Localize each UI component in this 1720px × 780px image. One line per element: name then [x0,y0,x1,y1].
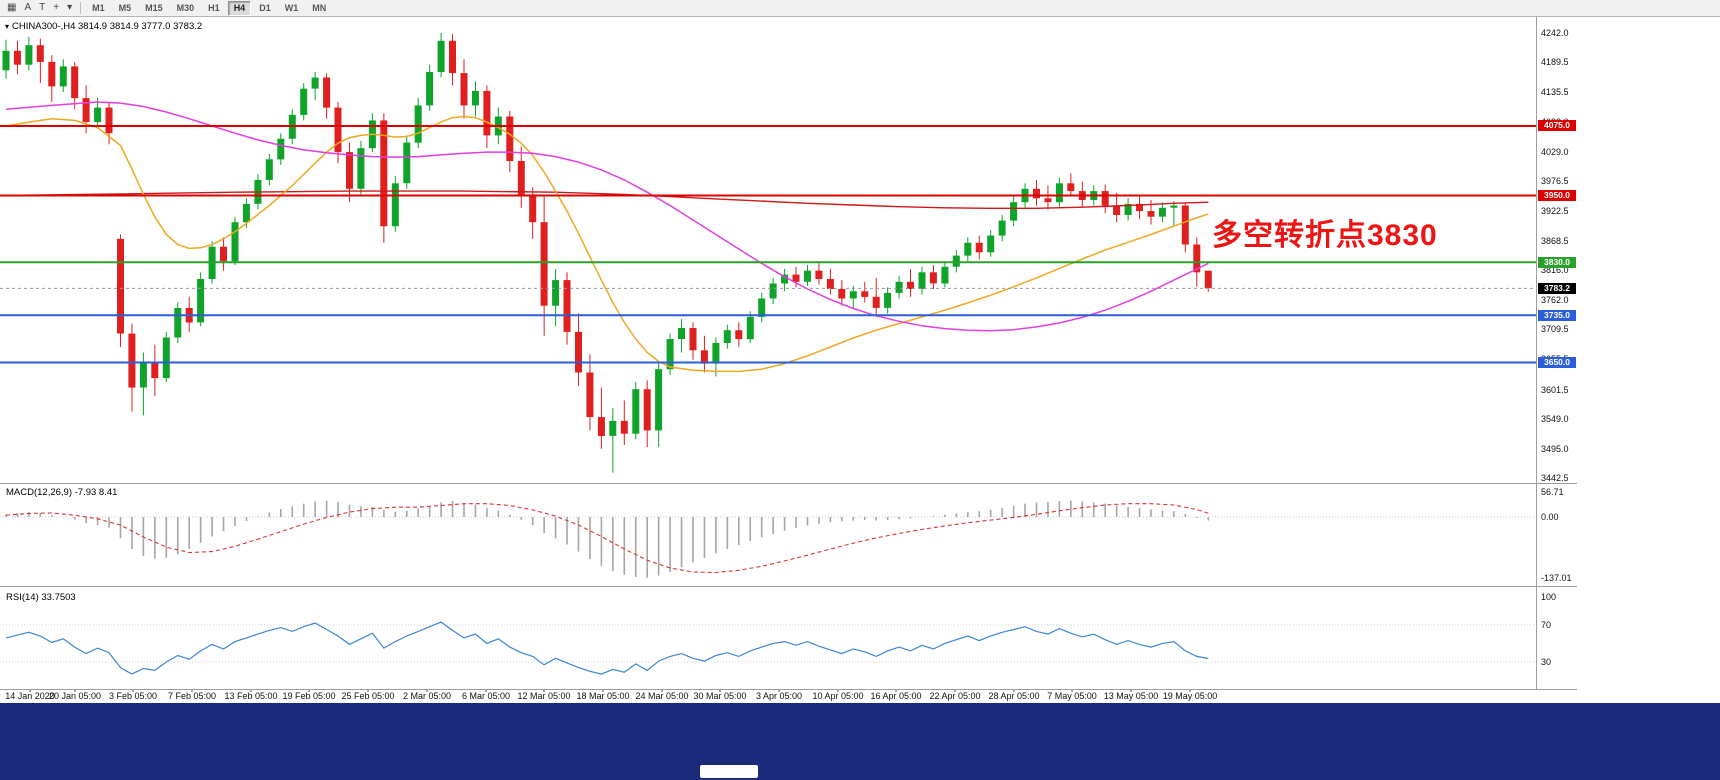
price-line-badge: 3650.0 [1538,357,1576,368]
time-axis-label: 2 Mar 05:00 [402,691,452,701]
ma-magenta-line [5,101,1209,332]
rsi-axis-label: 100 [1541,592,1557,602]
price-axis-label: 3922.5 [1541,206,1569,216]
macd-axis-label: 0.00 [1541,512,1559,522]
toolbar-separator [80,2,82,14]
chart-title: ▾ CHINA300-,H4 3814.9 3814.9 3777.0 3783.… [5,21,202,32]
timeframe-button-m5[interactable]: M5 [118,2,132,13]
macd-rsi-separator[interactable] [0,586,1577,587]
time-axis-label: 12 Mar 05:00 [517,691,571,701]
time-axis-label: 28 Apr 05:00 [988,691,1040,701]
time-axis-label: 13 May 05:00 [1103,691,1159,701]
ma-red-line [5,190,1209,209]
price-line-badge: 3830.0 [1538,257,1576,268]
timeframe-button-h4[interactable]: H4 [227,0,252,16]
time-axis-label: 18 Mar 05:00 [576,691,630,701]
price-axis-label: 3709.5 [1541,324,1569,334]
price-scale-divider [1536,17,1537,689]
rsi-axis-label: 30 [1541,657,1552,667]
price-axis-label: 3549.0 [1541,414,1569,424]
crosshair-tool-button[interactable]: + [53,2,60,13]
time-axis-label: 19 May 05:00 [1162,691,1218,701]
arrow-tool-button[interactable]: A [24,2,32,13]
price-axis-label: 4242.0 [1541,28,1569,38]
price-axis-label: 3868.5 [1541,236,1569,246]
tools-dropdown-caret[interactable]: ▾ [67,2,73,13]
price-axis-label: 4135.5 [1541,87,1569,97]
timeframe-button-m30[interactable]: M30 [176,2,195,13]
horizontal-level-lines[interactable] [0,125,1536,364]
time-axis-label: 24 Mar 05:00 [635,691,689,701]
chart-window-icon[interactable]: ▦ [7,2,17,13]
time-axis-separator [0,689,1577,690]
main-macd-separator[interactable] [0,483,1577,484]
taskbar [0,703,1720,780]
time-axis-label: 20 Jan 05:00 [48,691,102,701]
time-axis-label: 25 Feb 05:00 [341,691,395,701]
rsi-indicator-label: RSI(14) 33.7503 [6,592,76,603]
timeframe-button-h1[interactable]: H1 [208,2,220,13]
time-axis-label: 3 Apr 05:00 [755,691,803,701]
rsi-pane [0,621,1536,675]
ma-orange-line [5,115,1209,373]
price-axis-label: 3976.5 [1541,176,1569,186]
chart-annotation-text[interactable]: 多空转折点3830 [1212,219,1438,252]
price-axis-label: 4189.5 [1541,57,1569,67]
price-axis-label: 3442.5 [1541,473,1569,483]
timeframe-button-m1[interactable]: M1 [92,2,105,13]
toolbar: ▦ A T + ▾ M1 M5 M15 M30 H1 H4 D1 W1 MN [0,0,1720,17]
time-axis-label: 16 Apr 05:00 [870,691,922,701]
rsi-axis-label: 70 [1541,620,1552,630]
timeframe-button-m15[interactable]: M15 [145,2,163,13]
time-axis-label: 7 Feb 05:00 [167,691,217,701]
macd-indicator-label: MACD(12,26,9) -7.93 8.41 [6,487,118,498]
current-price-badge: 3783.2 [1538,283,1576,294]
time-axis-label: 7 May 05:00 [1047,691,1097,701]
price-axis-label: 3601.5 [1541,385,1569,395]
time-axis-label: 3 Feb 05:00 [108,691,158,701]
price-line-badge: 3950.0 [1538,190,1576,201]
text-tool-button[interactable]: T [39,2,46,13]
time-axis-label: 30 Mar 05:00 [693,691,747,701]
macd-axis-label: 56.71 [1541,487,1564,497]
timeframe-button-w1[interactable]: W1 [284,2,299,13]
timeframe-button-d1[interactable]: D1 [259,2,271,13]
macd-axis-label: -137.01 [1541,573,1572,583]
price-line-badge: 3735.0 [1538,310,1576,321]
price-axis-label: 4029.0 [1541,147,1569,157]
time-axis-label: 14 Jan 2020 [5,691,55,701]
chart-context-menu-icon[interactable]: ▾ [5,22,10,31]
time-axis-label: 22 Apr 05:00 [929,691,981,701]
time-axis-label: 19 Feb 05:00 [282,691,336,701]
taskbar-item[interactable] [700,765,758,778]
timeframe-button-mn[interactable]: MN [312,2,327,13]
price-line-badge: 4075.0 [1538,120,1576,131]
price-axis-label: 3816.0 [1541,265,1569,275]
time-axis-label: 6 Mar 05:00 [461,691,511,701]
time-axis-label: 13 Feb 05:00 [224,691,278,701]
price-axis-label: 3495.0 [1541,444,1569,454]
macd-pane [0,500,1536,578]
time-axis-label: 10 Apr 05:00 [812,691,864,701]
chart-title-text: CHINA300-,H4 3814.9 3814.9 3777.0 3783.2 [12,21,203,32]
candlestick-series [2,33,1212,473]
moving-averages [5,101,1209,373]
price-axis-label: 3762.0 [1541,295,1569,305]
